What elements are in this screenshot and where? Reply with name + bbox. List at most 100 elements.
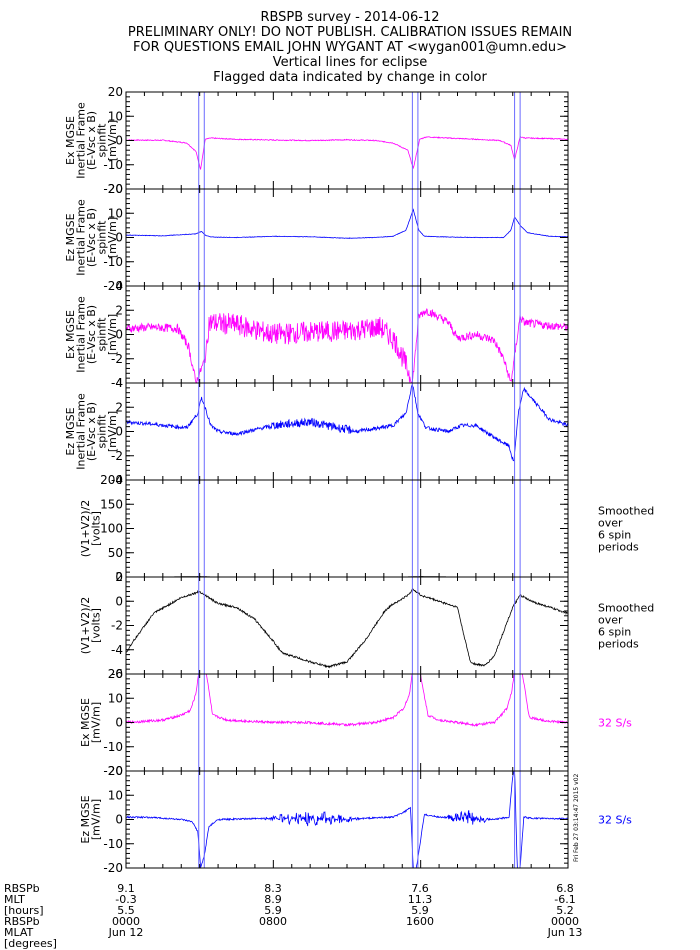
tick-mlat: -0.3 xyxy=(115,893,137,906)
tick-time: 0000 xyxy=(112,915,140,928)
y-tick-label: 0 xyxy=(115,134,123,148)
series-line xyxy=(126,208,568,239)
y-tick-label: 20 xyxy=(108,667,123,681)
y-tick-label: 0 xyxy=(115,813,123,827)
panel-4: 0 50 100 150 200 (V1+V2)/2[volts] Smoothed over… xyxy=(79,473,654,584)
y-tick-label: 0 xyxy=(115,328,123,342)
panel-frame xyxy=(125,479,569,578)
series-line xyxy=(126,674,568,727)
x-axis-annotation: RBSPb MLT [hours] RBSPb MLAT [degrees] 9… xyxy=(0,883,700,950)
y-tick-label: 0 xyxy=(115,594,123,608)
tick-col-0: 9.1 -0.3 5.5 0000 Jun 12 xyxy=(96,883,156,938)
y-tick-label: 50 xyxy=(108,546,123,560)
tick-mlt: 6.8 xyxy=(556,882,574,895)
row-label-rbspb-2: RBSPb xyxy=(4,915,40,928)
plot-header: RBSPB survey - 2014-06-12 PRELIMINARY ON… xyxy=(0,10,700,85)
row-label-rbspb-1: RBSPb xyxy=(4,882,40,895)
tick-time: 0000 xyxy=(551,915,579,928)
y-axis-label: Ez MGSE[mV/m] xyxy=(79,795,103,843)
header-contact: FOR QUESTIONS EMAIL JOHN WYGANT AT <wyga… xyxy=(132,40,568,55)
header-note-eclipse: Vertical lines for eclipse xyxy=(272,55,428,70)
side-label: Smoothed over 6 spin periods xyxy=(598,602,654,651)
tick-dist: 5.5 xyxy=(117,904,135,917)
y-tick-label: 100 xyxy=(100,522,123,536)
series-line xyxy=(126,308,568,383)
series-line xyxy=(126,135,568,170)
tick-mlat: -6.1 xyxy=(554,893,576,906)
y-tick-label: 20 xyxy=(108,182,123,196)
y-tick-label: -4 xyxy=(111,376,123,390)
tick-mlt: 8.3 xyxy=(264,882,282,895)
y-tick-label: 2 xyxy=(115,303,123,317)
y-tick-label: 10 xyxy=(108,788,123,802)
y-tick-label: 10 xyxy=(108,206,123,220)
y-tick-label: 2 xyxy=(115,400,123,414)
y-tick-label: 150 xyxy=(100,497,123,511)
y-tick-label: 0 xyxy=(115,570,123,584)
tick-col-2: 7.6 11.3 5.9 1600 xyxy=(390,883,450,927)
y-tick-label: 4 xyxy=(115,376,123,390)
series-line xyxy=(126,771,568,868)
tick-dist: 5.9 xyxy=(264,904,282,917)
tick-col-1: 8.3 8.9 5.9 0800 xyxy=(243,883,303,927)
header-title: RBSPB survey - 2014-06-12 xyxy=(260,10,440,25)
panel-1: -20 -10 0 10 20 Ez MGSEInertial Frame(E-Vsc x… xyxy=(64,182,569,293)
panel-7: -20 -10 0 10 20 Ez MGSE[mV/m] 32 S/s xyxy=(79,764,632,875)
y-tick-label: -2 xyxy=(111,619,123,633)
y-axis-label: Ez MGSEInertial Frame(E-Vsc x B)spinfit[… xyxy=(64,393,119,470)
side-label: 32 S/s xyxy=(598,717,632,730)
y-tick-label: 10 xyxy=(108,109,123,123)
y-axis-label: (V1+V2)/2[volts] xyxy=(79,500,103,558)
panel-5: -6-4-202(V1+V2)/2[volts]Smoothed over 6 sp… xyxy=(79,570,654,681)
y-tick-label: -2 xyxy=(111,449,123,463)
tick-dist: 5.9 xyxy=(411,904,429,917)
tick-mlat: 11.3 xyxy=(407,893,433,906)
y-axis-label: (V1+V2)/2[volts] xyxy=(79,597,103,655)
y-tick-label: 200 xyxy=(100,473,123,487)
y-tick-label: -20 xyxy=(103,861,123,875)
side-label: Smoothed over 6 spin periods xyxy=(598,505,654,554)
y-axis-label: Ez MGSEInertial Frame(E-Vsc x B)spinfit[… xyxy=(64,199,119,276)
series-line xyxy=(126,383,568,462)
tick-mlt: 9.1 xyxy=(117,882,135,895)
tick-time: 1600 xyxy=(406,915,434,928)
y-tick-label: -20 xyxy=(103,279,123,293)
row-label-hours: [hours] xyxy=(4,904,44,917)
tick-col-3: 6.8 -6.1 5.2 0000 Jun 13 xyxy=(535,883,595,938)
y-tick-label: 10 xyxy=(108,691,123,705)
panel-3: -4 -2 0 2 4 Ez MGSEInertial Frame(E-Vsc x B)s… xyxy=(64,376,569,487)
y-tick-label: 20 xyxy=(108,85,123,99)
y-tick-label: -10 xyxy=(103,740,123,754)
y-tick-label: -10 xyxy=(103,837,123,851)
y-tick-label: -6 xyxy=(111,667,123,681)
y-tick-label: 0 xyxy=(115,425,123,439)
side-label: 32 S/s xyxy=(598,814,632,827)
tick-mlt: 7.6 xyxy=(411,882,429,895)
row-label-degrees: [degrees] xyxy=(4,937,57,950)
tick-date: Jun 13 xyxy=(547,926,583,939)
y-tick-label: -10 xyxy=(103,158,123,172)
y-tick-label: -4 xyxy=(111,643,123,657)
y-tick-label: -10 xyxy=(103,255,123,269)
header-warning: PRELIMINARY ONLY! DO NOT PUBLISH. CALIBR… xyxy=(127,25,573,40)
y-axis-label: Ex MGSE[mV/m] xyxy=(79,698,103,747)
y-tick-label: 4 xyxy=(115,279,123,293)
y-axis-label: Ex MGSEInertial Frame(E-Vsc x B)spinfit[… xyxy=(64,102,119,179)
header-note-flagged: Flagged data indicated by change in colo… xyxy=(213,70,487,85)
row-label-mlat: MLAT xyxy=(4,926,34,939)
panel-frame xyxy=(125,770,569,869)
series-line xyxy=(126,588,568,669)
row-label-mlt: MLT xyxy=(4,893,25,906)
panel-frame xyxy=(125,382,569,481)
y-tick-label: -20 xyxy=(103,182,123,196)
panel-frame xyxy=(125,673,569,772)
panel-frame xyxy=(125,576,569,675)
timestamp-stamp: Fri Feb 27 03:14:47 2015 v02 xyxy=(573,773,580,862)
y-tick-label: -4 xyxy=(111,473,123,487)
y-tick-label: 0 xyxy=(115,231,123,245)
panel-6: -20 -10 0 10 20 Ex MGSE[mV/m] 32 S/s xyxy=(79,667,632,778)
tick-date: Jun 12 xyxy=(108,926,144,939)
tick-time: 0800 xyxy=(259,915,287,928)
